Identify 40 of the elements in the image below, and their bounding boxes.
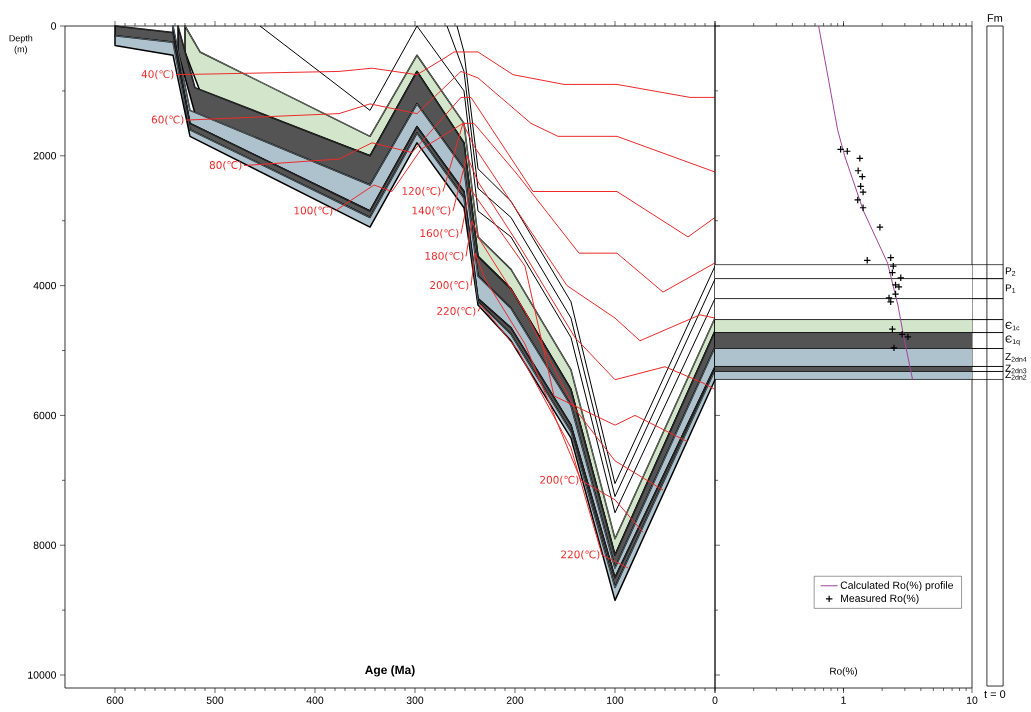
y-tick-label: 0 (51, 22, 57, 30)
x-tick-label: 600 (106, 696, 124, 704)
text: t = 0 (984, 690, 1006, 698)
annotation: 100(℃) (294, 206, 333, 216)
y-tick-label: 8000 (33, 541, 57, 549)
y-tick-label: 4000 (33, 281, 57, 290)
y-tick-label: 2000 (33, 152, 57, 160)
legend-label: Measured Ro(%) (841, 594, 919, 605)
x-axis-title: Age (Ma) (365, 665, 415, 677)
x-tick-label: 0 (712, 696, 718, 704)
annotation: 80(℃) (209, 160, 242, 171)
annotation: 180(℃) (425, 251, 464, 262)
band-label: Z$_{2dn3}$ (1005, 364, 1027, 374)
x-tick-label: 10 (966, 696, 978, 704)
x-tick-label: 200 (506, 696, 524, 704)
y-axis-title: Depth (m) (9, 34, 33, 55)
x-axis-title: Ro(%) (830, 667, 858, 677)
annotation: 140(℃) (412, 206, 451, 216)
legend-label: Calculated Ro(%) profile (840, 581, 954, 591)
band-label: P$_{1}$ (1005, 284, 1016, 293)
annotation: 60(℃) (151, 115, 184, 125)
x-tick-label: 1 (841, 696, 846, 704)
y-tick-label: 6000 (33, 411, 57, 420)
band-label: Z$_{2dn4}$ (1005, 353, 1027, 362)
annotation: 40(℃) (141, 70, 174, 80)
x-tick-label: 400 (306, 696, 324, 704)
annotation: 200(℃) (540, 475, 579, 485)
x-tick-label: 500 (206, 696, 224, 704)
text: Fm (987, 14, 1003, 22)
annotation: 220(℃) (437, 306, 476, 317)
x-tick-label: 300 (406, 696, 424, 704)
band-label: Є$_{1c}$ (1005, 321, 1020, 331)
band-label: Є$_{1q}$ (1005, 335, 1020, 346)
annotation: 120(℃) (402, 186, 441, 197)
x-tick-label: 100 (607, 696, 624, 704)
annotation: 160(℃) (420, 229, 459, 239)
annotation: 220(℃) (561, 550, 600, 560)
band-label: P$_{2}$ (1005, 267, 1016, 276)
annotation: 200(℃) (430, 280, 469, 291)
y-tick-label: 10000 (28, 671, 57, 679)
